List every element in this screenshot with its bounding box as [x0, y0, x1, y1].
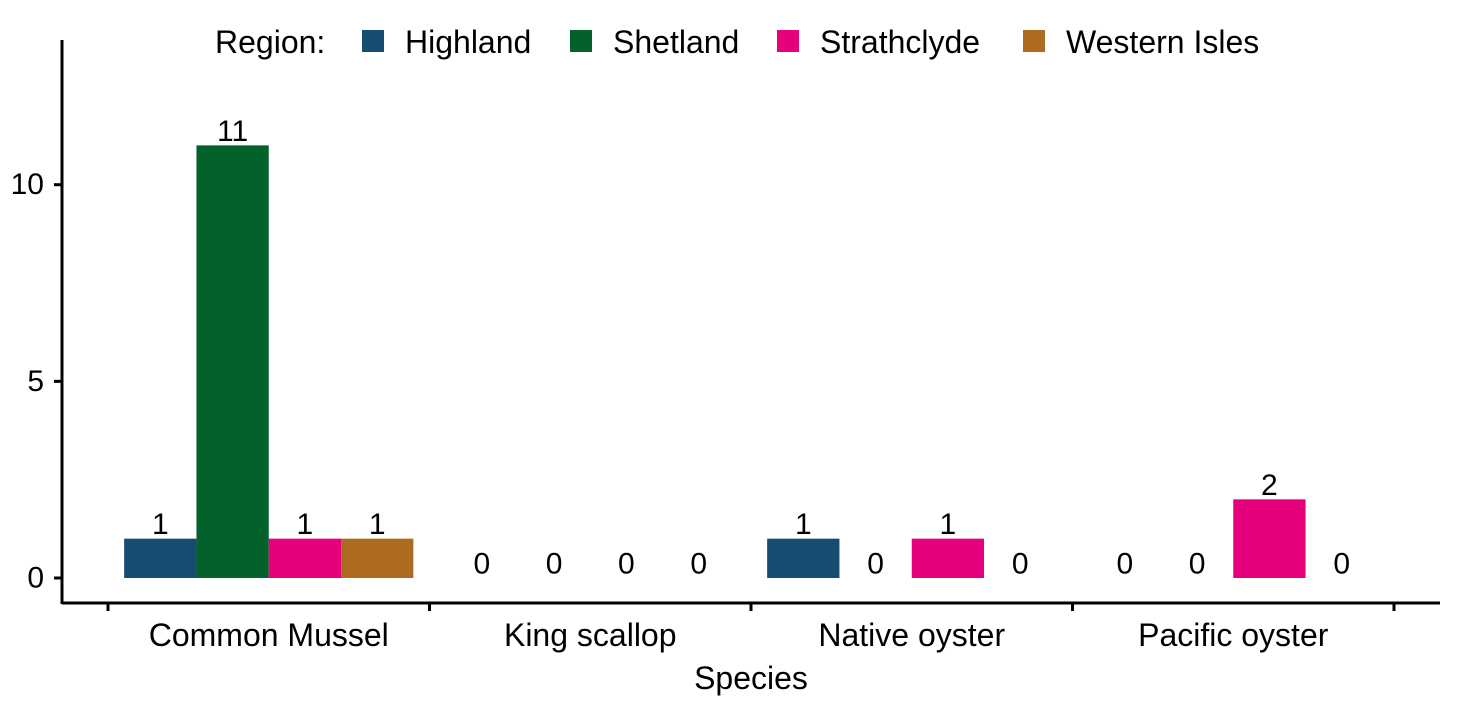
legend-swatch: [777, 30, 799, 52]
legend: Region: Highland Shetland Strathclyde Weste…: [215, 24, 1259, 60]
bar-value-label: 2: [1261, 469, 1278, 502]
legend-label: Western Isles: [1066, 24, 1259, 60]
x-tick-label: King scallop: [504, 617, 677, 653]
x-tick-label: Pacific oyster: [1138, 617, 1329, 653]
bar: [1233, 499, 1306, 578]
bar-value-label: 0: [1116, 548, 1133, 581]
bar-value-label: 1: [297, 508, 314, 541]
bar-value-label: 0: [546, 548, 563, 581]
legend-swatch: [570, 30, 592, 52]
legend-title: Region:: [215, 24, 325, 60]
bar-value-label: 0: [1333, 548, 1350, 581]
y-tick-label: 0: [27, 562, 44, 595]
bar: [341, 538, 414, 578]
bar-value-label: 1: [795, 508, 812, 541]
y-tick-label: 10: [11, 168, 44, 201]
bar-value-label: 1: [369, 508, 386, 541]
bar: [196, 145, 269, 578]
bar: [268, 538, 342, 578]
legend-label: Highland: [405, 24, 531, 60]
legend-swatch: [1023, 30, 1045, 52]
x-axis-title: Species: [694, 660, 808, 696]
bar: [124, 538, 197, 578]
bar: [911, 538, 985, 578]
bar-value-label: 0: [690, 548, 707, 581]
x-tick-label: Native oyster: [818, 617, 1005, 653]
bar-value-label: 11: [217, 115, 248, 148]
legend-label: Shetland: [613, 24, 739, 60]
bar-value-label: 0: [473, 548, 490, 581]
bar-value-label: 1: [940, 508, 957, 541]
x-tick-label: Common Mussel: [149, 617, 389, 653]
bar-value-label: 0: [618, 548, 635, 581]
legend-label: Strathclyde: [820, 24, 980, 60]
bar-value-label: 0: [1012, 548, 1029, 581]
bar-value-label: 1: [152, 508, 169, 541]
legend-swatch: [362, 30, 384, 52]
bar-value-label: 0: [867, 548, 884, 581]
bar-value-label: 0: [1189, 548, 1206, 581]
bar: [767, 538, 840, 578]
y-tick-label: 5: [27, 365, 44, 398]
